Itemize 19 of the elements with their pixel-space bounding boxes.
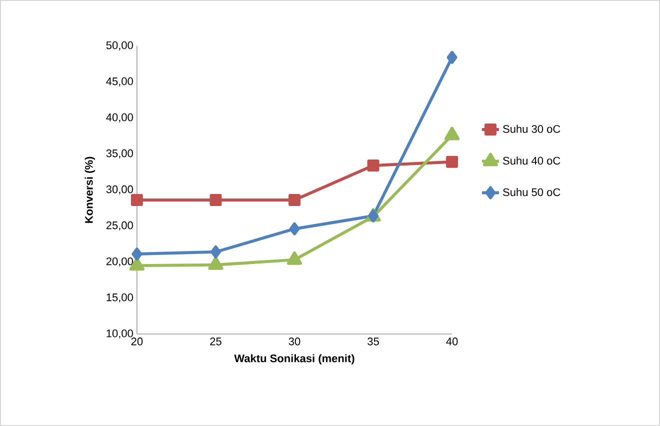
y-tick-label: 20,00	[106, 257, 133, 267]
legend-label: Suhu 50 oC	[503, 188, 560, 196]
y-tick-label: 50,00	[106, 41, 133, 50]
x-tick-label: 35	[368, 338, 379, 346]
legend-label: Suhu 40 oC	[503, 156, 560, 165]
y-tick-label: 35,00	[106, 149, 133, 159]
x-tick-label: 20	[131, 338, 143, 346]
y-tick-label: 45,00	[106, 77, 133, 87]
x-tick-label: 30	[288, 338, 300, 346]
y-axis-title: Konversi (%)	[84, 156, 95, 223]
y-tick-label: 10,00	[106, 329, 133, 339]
x-axis-title: Waktu Sonikasi (menit)	[234, 354, 354, 364]
y-tick-label: 30,00	[106, 185, 133, 195]
legend-label: Suhu 30 oC	[503, 124, 560, 133]
x-tick-label: 25	[210, 338, 222, 346]
y-tick-label: 25,00	[106, 221, 133, 231]
y-tick-label: 40,00	[106, 113, 133, 123]
y-tick-label: 15,00	[106, 293, 133, 303]
x-tick-label: 40	[446, 338, 458, 346]
